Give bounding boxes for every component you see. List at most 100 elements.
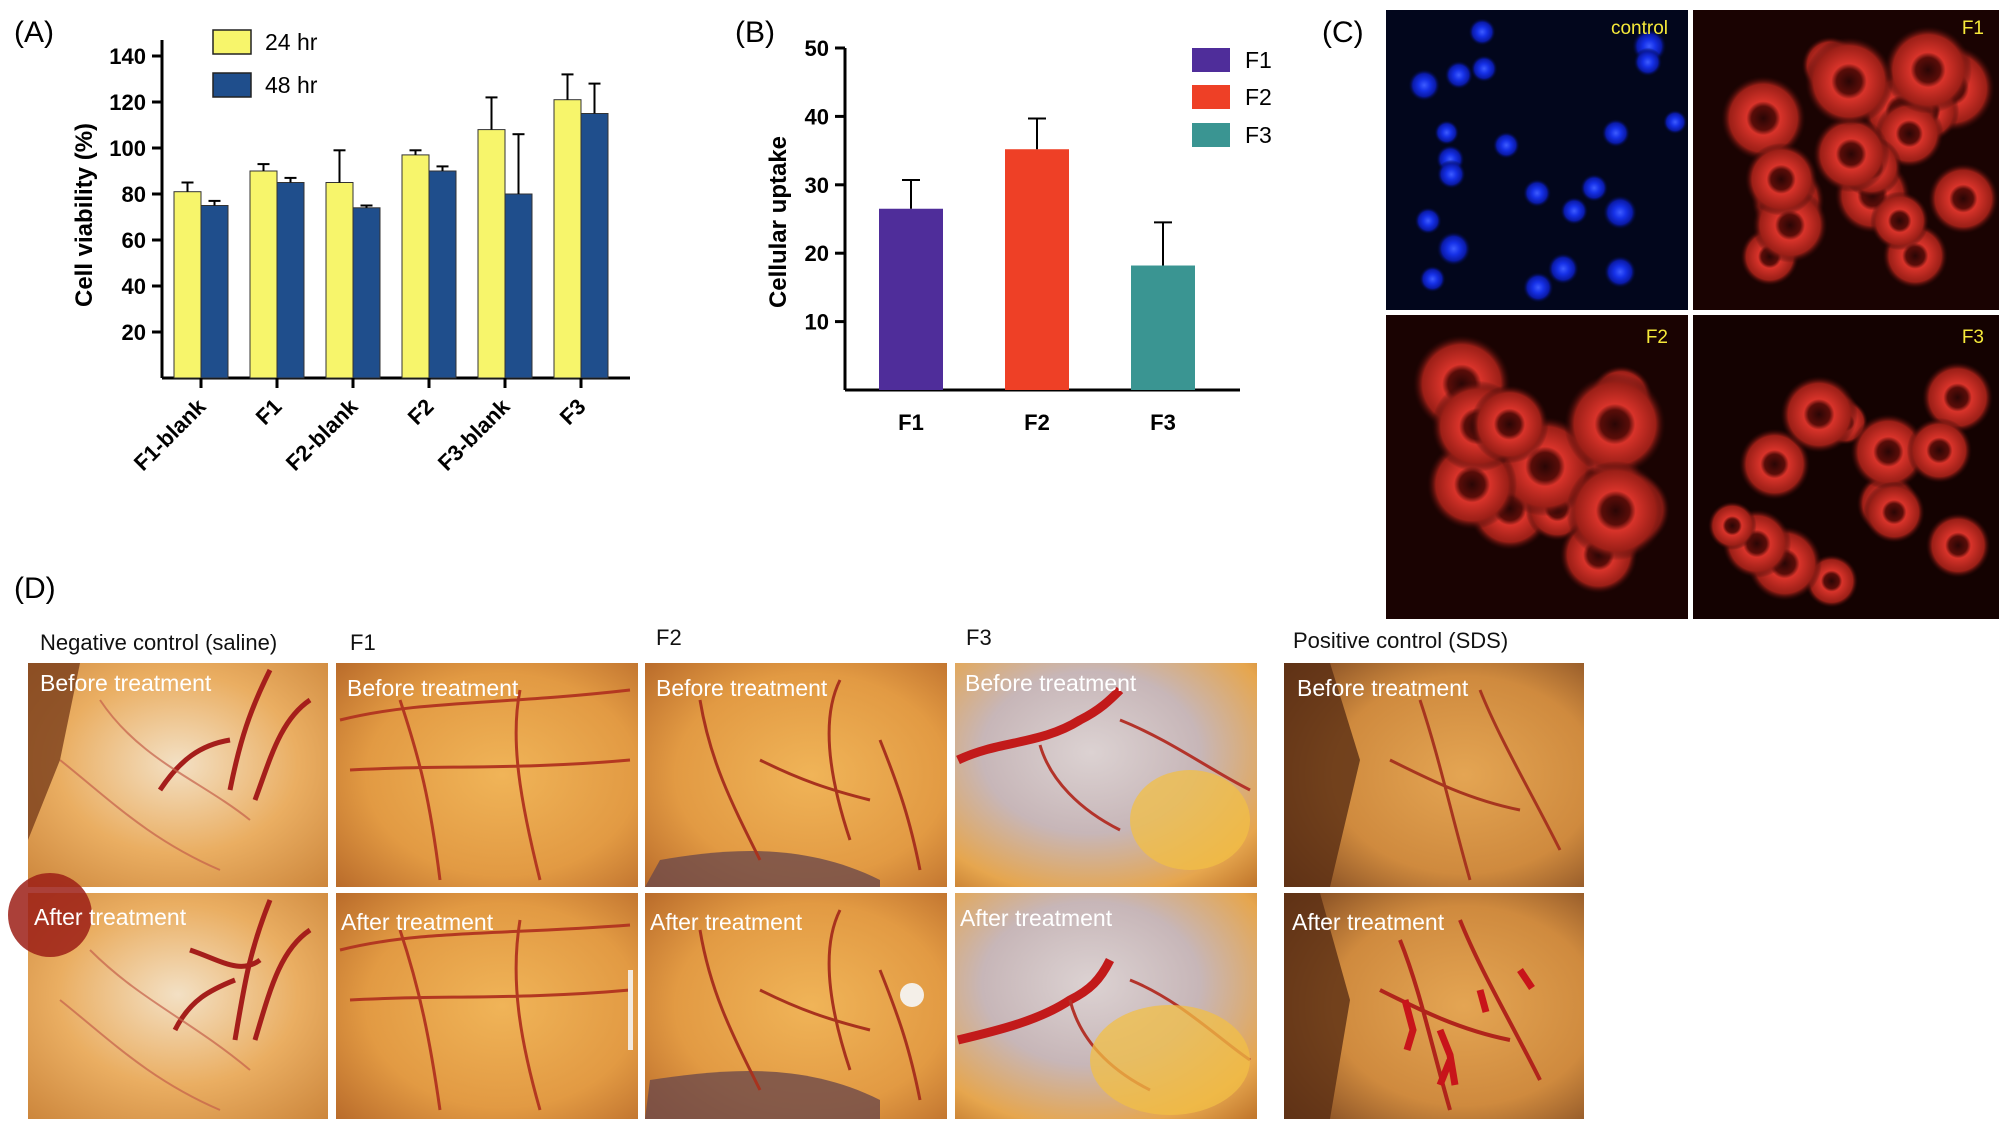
cell — [1812, 115, 1890, 193]
before-label: Before treatment — [656, 675, 828, 701]
x-tick-labels: F1 F2 F3 — [898, 410, 1176, 435]
cell — [1419, 265, 1446, 293]
cell — [1633, 47, 1663, 77]
photo-f3-before: Before treatment — [955, 663, 1257, 887]
group-title-negative-control: Negative control (saline) — [40, 630, 277, 655]
group-title-f3: F3 — [966, 625, 992, 650]
cell — [1870, 191, 1930, 251]
x-tick-label: F2 — [1024, 410, 1050, 435]
before-label: Before treatment — [347, 675, 519, 701]
y-tick-label: 140 — [109, 44, 146, 69]
x-tick-label: F2-blank — [281, 393, 363, 475]
tile-label-f2: F2 — [1646, 327, 1668, 348]
microscopy-tile-f1: F1 — [1693, 10, 1999, 310]
legend-label-48hr: 48 hr — [265, 72, 318, 98]
bar-group — [173, 73, 609, 379]
cell — [1921, 361, 1994, 434]
x-tick-label: F3 — [1150, 410, 1176, 435]
legend: 24 hr 48 hr — [212, 29, 318, 98]
photo-f1-after: After treatment — [336, 893, 638, 1119]
cell — [1522, 271, 1554, 304]
microscopy-tile-control: control — [1386, 10, 1688, 310]
y-tick-label: 40 — [805, 104, 829, 129]
legend-swatch-f3 — [1192, 123, 1230, 147]
cell — [1414, 207, 1442, 235]
cell — [1560, 196, 1589, 225]
photo-f1-before: Before treatment — [336, 663, 638, 887]
panel-label-d: (D) — [14, 572, 56, 605]
cell — [1436, 231, 1471, 266]
cell — [1744, 142, 1818, 216]
cell — [1804, 37, 1894, 126]
legend-label-f2: F2 — [1245, 84, 1272, 110]
bar-f2 — [1005, 149, 1069, 390]
group-title-f2: F2 — [656, 625, 682, 650]
cell — [1565, 460, 1666, 561]
y-ticks: 10 20 30 40 50 — [805, 36, 845, 335]
cell — [1603, 255, 1637, 289]
y-tick-label: 100 — [109, 136, 146, 161]
bar-48hr — [352, 207, 381, 379]
red-cells — [1708, 361, 1994, 608]
after-label: After treatment — [960, 905, 1113, 931]
x-tick-label: F2 — [403, 394, 439, 430]
bar-48hr — [200, 205, 229, 379]
photo-negative-before: Before treatment — [28, 663, 328, 887]
bar-f1 — [879, 208, 943, 390]
panel-label-c: (C) — [1322, 16, 1364, 49]
cell-viability-chart: Cell viability (%) 20 40 60 80 100 120 140 F1-… — [71, 29, 630, 476]
cell — [1436, 159, 1466, 189]
legend-swatch-f1 — [1192, 48, 1230, 72]
cell — [1925, 512, 1991, 578]
cell — [1492, 131, 1520, 159]
y-axis-title: Cellular uptake — [765, 136, 792, 308]
cell — [1602, 195, 1638, 230]
cell — [1564, 373, 1666, 475]
x-tick-label: F1 — [898, 410, 924, 435]
tile-label-f1: F1 — [1962, 18, 1984, 39]
legend-label-f1: F1 — [1245, 47, 1272, 73]
y-tick-label: 60 — [122, 228, 146, 253]
cell — [1547, 252, 1579, 285]
cell — [1739, 428, 1811, 500]
cell — [1580, 173, 1609, 203]
after-label: After treatment — [1292, 909, 1445, 935]
x-tick-label: F3-blank — [433, 393, 515, 475]
microscopy-grid: control F1 F2 F3 — [1386, 10, 1999, 619]
photo-f2-before: Before treatment — [645, 663, 947, 887]
cellular-uptake-chart: Cellular uptake 10 20 30 40 50 F1 F2 F3 F1 F2 … — [765, 36, 1272, 435]
bar-48hr — [276, 182, 305, 379]
before-label: Before treatment — [40, 670, 212, 696]
y-axis-title: Cell viability (%) — [71, 123, 98, 307]
blue-nuclei — [1408, 18, 1688, 304]
after-label: After treatment — [650, 909, 803, 935]
x-tick-label: F1 — [251, 394, 287, 430]
group-title-f1: F1 — [350, 630, 376, 655]
tile-label-f3: F3 — [1962, 327, 1984, 348]
cell — [1470, 385, 1549, 464]
x-tick-label: F1-blank — [129, 393, 211, 475]
cell — [1708, 501, 1757, 550]
y-tick-label: 20 — [805, 241, 829, 266]
legend-label-f3: F3 — [1245, 122, 1272, 148]
after-label: After treatment — [34, 904, 187, 930]
photo-negative-after: After treatment — [8, 873, 328, 1119]
y-tick-label: 30 — [805, 173, 829, 198]
after-label: After treatment — [341, 909, 494, 935]
legend: F1 F2 F3 — [1192, 47, 1272, 148]
cell — [1601, 118, 1631, 148]
panel-label-a: (A) — [14, 16, 54, 49]
tile-label-control: control — [1611, 18, 1668, 39]
bar-24hr — [401, 154, 430, 379]
bar-48hr — [580, 113, 609, 379]
red-cells — [1412, 334, 1670, 594]
cell — [1468, 18, 1496, 46]
cell — [1863, 481, 1925, 543]
microscopy-tile-f3: F3 — [1693, 315, 1999, 619]
bar-24hr — [249, 170, 278, 379]
photo-f2-after: After treatment — [645, 893, 947, 1119]
cell — [1928, 163, 1999, 234]
legend-label-24hr: 24 hr — [265, 29, 318, 55]
